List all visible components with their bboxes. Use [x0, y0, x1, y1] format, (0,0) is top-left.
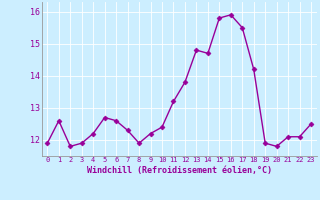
X-axis label: Windchill (Refroidissement éolien,°C): Windchill (Refroidissement éolien,°C) [87, 166, 272, 175]
